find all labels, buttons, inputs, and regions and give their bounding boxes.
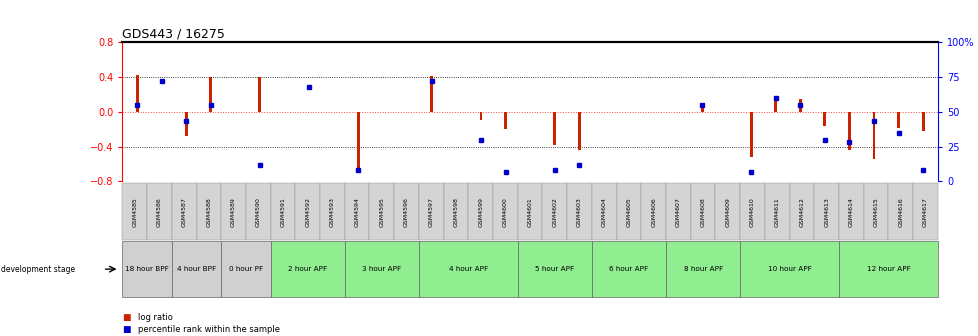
Text: GSM4605: GSM4605 [626,197,631,226]
Text: log ratio: log ratio [138,313,173,322]
Text: GSM4607: GSM4607 [675,197,681,226]
Text: percentile rank within the sample: percentile rank within the sample [138,326,280,334]
Bar [749,112,752,157]
Text: GSM4588: GSM4588 [206,197,211,226]
Text: GSM4595: GSM4595 [378,197,384,226]
Text: GSM4586: GSM4586 [156,197,161,226]
Bar [258,77,261,112]
Text: development stage: development stage [1,265,75,274]
Text: GSM4593: GSM4593 [330,197,334,227]
Text: GSM4599: GSM4599 [477,197,483,227]
Text: GSM4608: GSM4608 [700,197,705,226]
Bar [577,112,580,150]
Bar [774,96,777,112]
Text: GSM4612: GSM4612 [799,197,804,226]
Text: 12 hour APF: 12 hour APF [866,266,910,272]
Text: 4 hour BPF: 4 hour BPF [177,266,216,272]
Text: GSM4609: GSM4609 [725,197,730,226]
Text: GSM4611: GSM4611 [774,197,778,226]
Text: 0 hour PF: 0 hour PF [229,266,263,272]
Text: GSM4591: GSM4591 [281,197,286,226]
Text: GSM4587: GSM4587 [182,197,187,226]
Text: GSM4606: GSM4606 [650,197,655,226]
Text: ■: ■ [122,313,131,322]
Text: GSM4616: GSM4616 [898,197,903,226]
Text: GSM4596: GSM4596 [404,197,409,226]
Bar [209,77,212,112]
Text: 8 hour APF: 8 hour APF [683,266,722,272]
Text: GSM4585: GSM4585 [132,197,137,226]
Text: GSM4594: GSM4594 [354,197,359,227]
Text: GSM4613: GSM4613 [823,197,828,226]
Text: GSM4617: GSM4617 [922,197,927,226]
Text: 5 hour APF: 5 hour APF [535,266,574,272]
Text: GDS443 / 16275: GDS443 / 16275 [122,28,225,41]
Text: GSM4597: GSM4597 [428,197,433,227]
Text: 18 hour BPF: 18 hour BPF [125,266,169,272]
Bar [920,112,923,131]
Text: GSM4602: GSM4602 [552,197,556,226]
Text: ■: ■ [122,326,131,334]
Bar [430,76,433,112]
Text: 6 hour APF: 6 hour APF [608,266,647,272]
Bar [185,112,188,136]
Bar [871,112,874,159]
Bar [136,75,139,112]
Text: GSM4601: GSM4601 [527,197,532,226]
Bar [847,112,850,150]
Text: GSM4603: GSM4603 [576,197,582,226]
Text: GSM4598: GSM4598 [453,197,458,226]
Bar [504,112,507,129]
Text: 4 hour APF: 4 hour APF [448,266,487,272]
Bar [553,112,556,145]
Text: GSM4600: GSM4600 [503,197,508,226]
Bar [479,112,482,120]
Text: GSM4589: GSM4589 [231,197,236,226]
Bar [822,112,825,126]
Text: GSM4614: GSM4614 [848,197,853,226]
Bar [896,112,899,128]
Bar [798,99,801,112]
Text: GSM4592: GSM4592 [305,197,310,227]
Text: GSM4610: GSM4610 [749,197,754,226]
Text: 3 hour APF: 3 hour APF [362,266,401,272]
Text: GSM4615: GSM4615 [872,197,877,226]
Bar [356,112,359,173]
Text: 2 hour APF: 2 hour APF [288,266,327,272]
Text: GSM4604: GSM4604 [601,197,606,226]
Text: GSM4590: GSM4590 [255,197,260,226]
Bar [700,108,703,112]
Text: 10 hour APF: 10 hour APF [767,266,811,272]
